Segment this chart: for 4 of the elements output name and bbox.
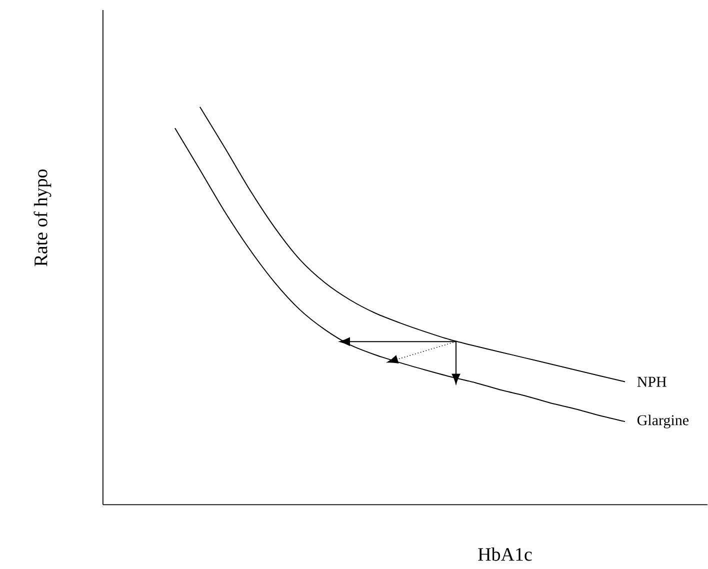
series-label: NPH	[637, 377, 666, 387]
x-axis-title: HbA1c	[478, 548, 532, 562]
y-axis-title: Rate of hypo	[34, 170, 52, 266]
series-label: Glargine	[637, 414, 689, 429]
